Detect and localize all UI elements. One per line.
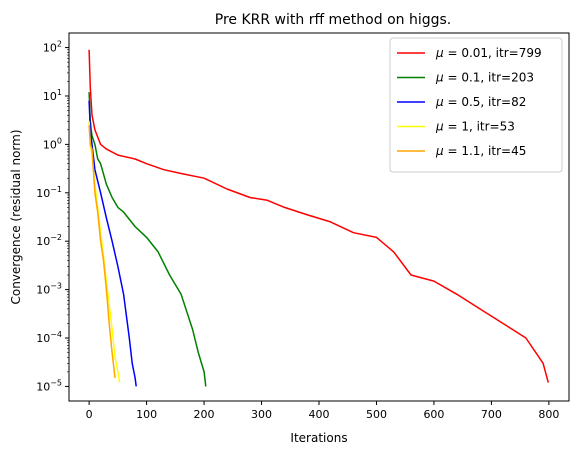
y-tick-label: 101 xyxy=(43,88,62,103)
y-tick-base: 10 xyxy=(36,380,50,393)
chart-title: Pre KRR with rff method on higgs. xyxy=(215,12,451,28)
legend-label-0: μ = 0.01, itr=799 xyxy=(435,46,542,60)
y-tick-base: 10 xyxy=(36,284,50,297)
y-tick-exponent: 1 xyxy=(57,88,62,97)
y-tick-exponent: 0 xyxy=(57,136,62,145)
x-tick-label: 200 xyxy=(194,408,215,421)
y-tick-label: 10−4 xyxy=(36,330,62,345)
y-tick-label: 10−3 xyxy=(36,282,62,297)
y-tick-label: 10−2 xyxy=(36,233,62,248)
y-tick-base: 10 xyxy=(36,235,50,248)
x-tick-label: 700 xyxy=(481,408,502,421)
plot-lines xyxy=(88,49,550,387)
y-tick-exponent: 2 xyxy=(57,40,62,49)
x-tick-label: 600 xyxy=(423,408,444,421)
y-tick-exponent: −5 xyxy=(50,378,62,387)
x-tick-label: 800 xyxy=(538,408,559,421)
x-tick-label: 300 xyxy=(251,408,272,421)
series-line-1 xyxy=(88,92,207,387)
series-line-2 xyxy=(88,100,137,387)
y-tick-base: 10 xyxy=(43,138,57,151)
x-tick-label: 100 xyxy=(136,408,157,421)
x-axis-label: Iterations xyxy=(290,431,347,445)
x-tick-label: 500 xyxy=(366,408,387,421)
y-tick-base: 10 xyxy=(43,90,57,103)
y-tick-label: 10−5 xyxy=(36,378,62,393)
y-tick-exponent: −2 xyxy=(50,233,62,242)
y-tick-exponent: −4 xyxy=(50,330,62,339)
x-axis: 0 100 200 300 400 500 600 700 800 xyxy=(86,401,559,421)
y-tick-base: 10 xyxy=(43,42,57,55)
y-tick-label: 10−1 xyxy=(36,185,62,200)
legend-label-4: μ = 1.1, itr=45 xyxy=(435,144,526,158)
series-line-4 xyxy=(88,125,116,378)
x-tick-label: 0 xyxy=(86,408,93,421)
series-line-0 xyxy=(88,49,550,383)
y-axis-label: Convergence (residual norm) xyxy=(9,129,23,304)
y-tick-label: 102 xyxy=(43,40,62,55)
y-tick-label: 100 xyxy=(43,136,62,151)
y-tick-exponent: −3 xyxy=(50,282,62,291)
y-tick-base: 10 xyxy=(36,187,50,200)
legend-label-2: μ = 0.5, itr=82 xyxy=(435,95,526,109)
legend-label-1: μ = 0.1, itr=203 xyxy=(435,71,534,85)
legend-label-3: μ = 1, itr=53 xyxy=(435,120,515,134)
y-tick-exponent: −1 xyxy=(50,185,62,194)
legend-box xyxy=(389,37,563,173)
y-tick-base: 10 xyxy=(36,332,50,345)
legend: μ = 0.01, itr=799 μ = 0.1, itr=203 μ = 0.5… xyxy=(389,37,563,173)
x-tick-label: 400 xyxy=(309,408,330,421)
